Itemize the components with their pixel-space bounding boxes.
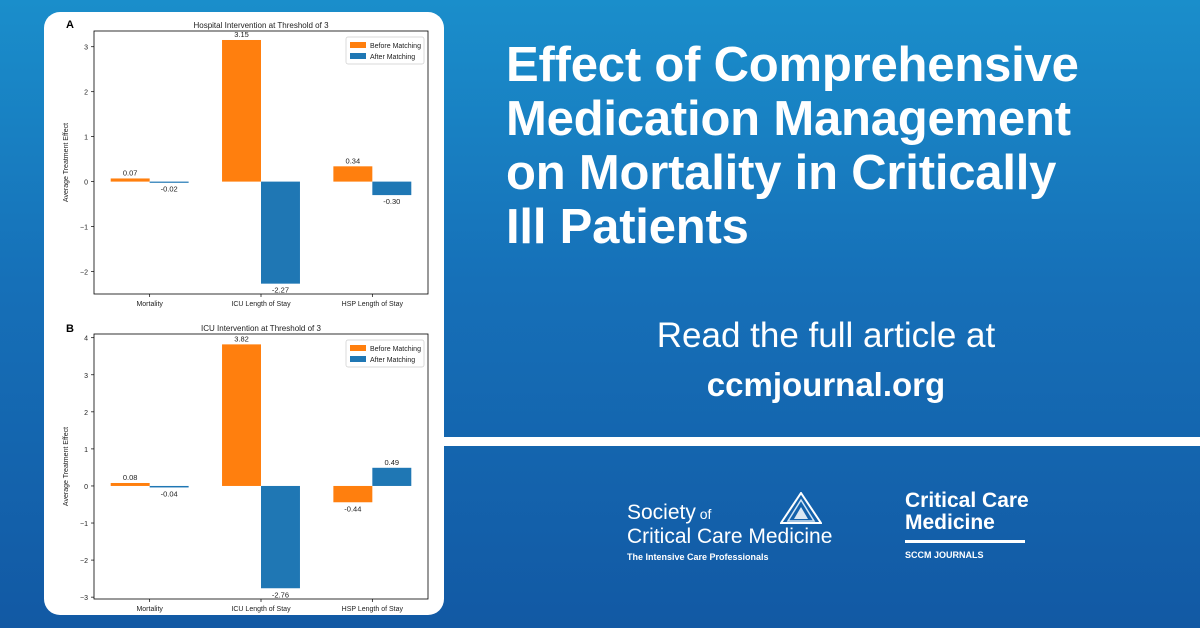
y-tick-label: 3	[84, 45, 88, 52]
bar	[110, 482, 150, 486]
y-tick-label: 1	[84, 135, 88, 142]
bar	[261, 181, 300, 284]
bar	[372, 467, 412, 486]
legend-swatch	[350, 42, 366, 48]
chart-title: Hospital Intervention at Threshold of 3	[193, 21, 329, 30]
chart-title: ICU Intervention at Threshold of 3	[201, 324, 321, 333]
y-tick-label: −1	[80, 521, 88, 528]
data-label: 0.49	[385, 458, 400, 467]
x-tick-label: HSP Length of Stay	[342, 301, 404, 308]
headline-line: Medication Management	[506, 92, 1071, 146]
bar	[372, 181, 412, 196]
bar	[222, 344, 261, 486]
legend-label: After Matching	[370, 357, 415, 364]
bar	[333, 166, 373, 182]
x-tick-label: Mortality	[136, 301, 163, 308]
y-tick-label: 2	[84, 90, 88, 97]
y-tick-label: 0	[84, 484, 88, 491]
data-label: 0.08	[123, 473, 138, 482]
x-tick-label: HSP Length of Stay	[342, 606, 404, 613]
x-tick-label: Mortality	[136, 606, 163, 613]
ccm-title-line1: Critical Care	[905, 489, 1029, 512]
legend-label: Before Matching	[370, 43, 421, 50]
chart-card: A Hospital Intervention at Threshold of 3…	[44, 12, 444, 615]
y-tick-label: 0	[84, 180, 88, 187]
data-label: -2.27	[272, 286, 289, 295]
y-tick-label: −1	[80, 225, 88, 232]
legend-swatch	[350, 53, 366, 59]
sccm-tagline: The Intensive Care Professionals	[627, 552, 769, 562]
y-tick-label: 4	[84, 336, 88, 343]
data-label: -0.44	[344, 504, 361, 513]
headline: Effect of Comprehensive Medication Manag…	[506, 38, 1186, 254]
bar	[222, 39, 261, 182]
headline-line: Effect of Comprehensive	[506, 38, 1079, 92]
y-axis-label: Average Treatment Effect	[63, 427, 70, 506]
legend-swatch	[350, 345, 366, 351]
bar	[333, 485, 373, 503]
y-tick-label: 3	[84, 373, 88, 380]
bar	[149, 485, 189, 488]
legend-label: Before Matching	[370, 346, 421, 353]
legend-swatch	[350, 356, 366, 362]
sccm-name: Critical Care Medicine	[627, 525, 833, 548]
x-tick-label: ICU Length of Stay	[231, 301, 291, 308]
sccm-of: of	[699, 506, 712, 522]
bar	[149, 181, 189, 183]
ccm-journal-logo[interactable]: Critical Care Medicine SCCM JOURNALS	[905, 490, 1029, 560]
sccm-society: Society	[627, 501, 696, 524]
ccm-subtitle: SCCM JOURNALS	[905, 550, 984, 560]
data-label: -0.04	[161, 489, 178, 498]
y-tick-label: 2	[84, 410, 88, 417]
x-tick-label: ICU Length of Stay	[231, 606, 291, 613]
y-tick-label: −3	[80, 595, 88, 602]
headline-line: on Mortality in Critically	[506, 146, 1057, 200]
data-label: 0.34	[346, 156, 361, 165]
charts-figure: A Hospital Intervention at Threshold of 3…	[63, 19, 429, 613]
y-tick-label: −2	[80, 558, 88, 565]
y-axis-label: Average Treatment Effect	[63, 123, 70, 202]
data-label: 3.15	[234, 30, 249, 39]
legend-label: After Matching	[370, 54, 415, 61]
ccm-underline	[905, 540, 1025, 543]
panel-label: B	[66, 323, 74, 335]
data-label: -0.02	[161, 185, 178, 194]
divider	[444, 437, 1200, 446]
journal-link[interactable]: ccmjournal.org	[706, 366, 946, 403]
data-label: -2.76	[272, 590, 289, 599]
ccm-title-line2: Medicine	[905, 511, 995, 534]
sccm-wordmark[interactable]: Society of Critical Care Medicine The In…	[627, 501, 833, 563]
bar	[261, 485, 300, 589]
headline-line: Ill Patients	[506, 200, 749, 254]
panel-label: A	[66, 19, 74, 31]
y-tick-label: 1	[84, 447, 88, 454]
data-label: 0.07	[123, 168, 138, 177]
bar	[110, 178, 150, 182]
cta-text: Read the full article at	[656, 316, 996, 355]
sccm-triangle-logo	[780, 492, 822, 524]
data-label: -0.30	[383, 197, 400, 206]
data-label: 3.82	[234, 334, 249, 343]
y-tick-label: −2	[80, 270, 88, 277]
